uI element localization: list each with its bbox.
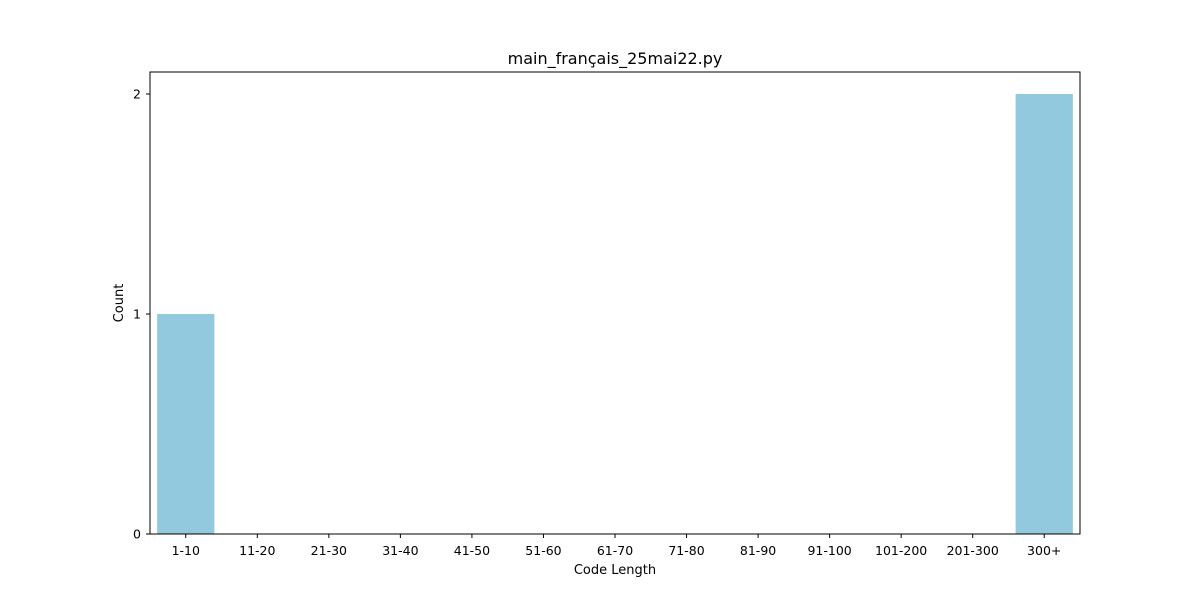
- chart-title: main_français_25mai22.py: [508, 49, 723, 69]
- x-axis: 1-10 11-20 21-30 31-40 41-50 51-60 61-70 71-80 8…: [172, 534, 1061, 558]
- x-tick-label: 21-30: [311, 543, 347, 558]
- x-axis-label: Code Length: [574, 563, 656, 578]
- y-axis-label: Count: [112, 284, 127, 323]
- x-tick-label: 91-100: [807, 543, 851, 558]
- x-tick-label: 71-80: [668, 543, 704, 558]
- bars-layer: [157, 94, 1073, 534]
- x-tick-label: 1-10: [172, 543, 200, 558]
- x-tick-label: 300+: [1027, 543, 1061, 558]
- x-tick-label: 201-300: [947, 543, 999, 558]
- x-tick-label: 101-200: [875, 543, 927, 558]
- y-tick-label: 1: [133, 307, 141, 322]
- y-axis: 0 1 2: [133, 87, 150, 542]
- x-tick-label: 31-40: [382, 543, 418, 558]
- x-tick-label: 81-90: [740, 543, 776, 558]
- x-tick-label: 41-50: [454, 543, 490, 558]
- plot-frame: [149, 71, 1081, 535]
- x-tick-label: 51-60: [525, 543, 561, 558]
- bar-300+: [1015, 94, 1073, 534]
- x-tick-label: 61-70: [597, 543, 633, 558]
- x-tick-label: 11-20: [239, 543, 275, 558]
- bar-1-10: [157, 314, 215, 534]
- y-tick-label: 0: [133, 527, 141, 542]
- y-tick-label: 2: [133, 87, 141, 102]
